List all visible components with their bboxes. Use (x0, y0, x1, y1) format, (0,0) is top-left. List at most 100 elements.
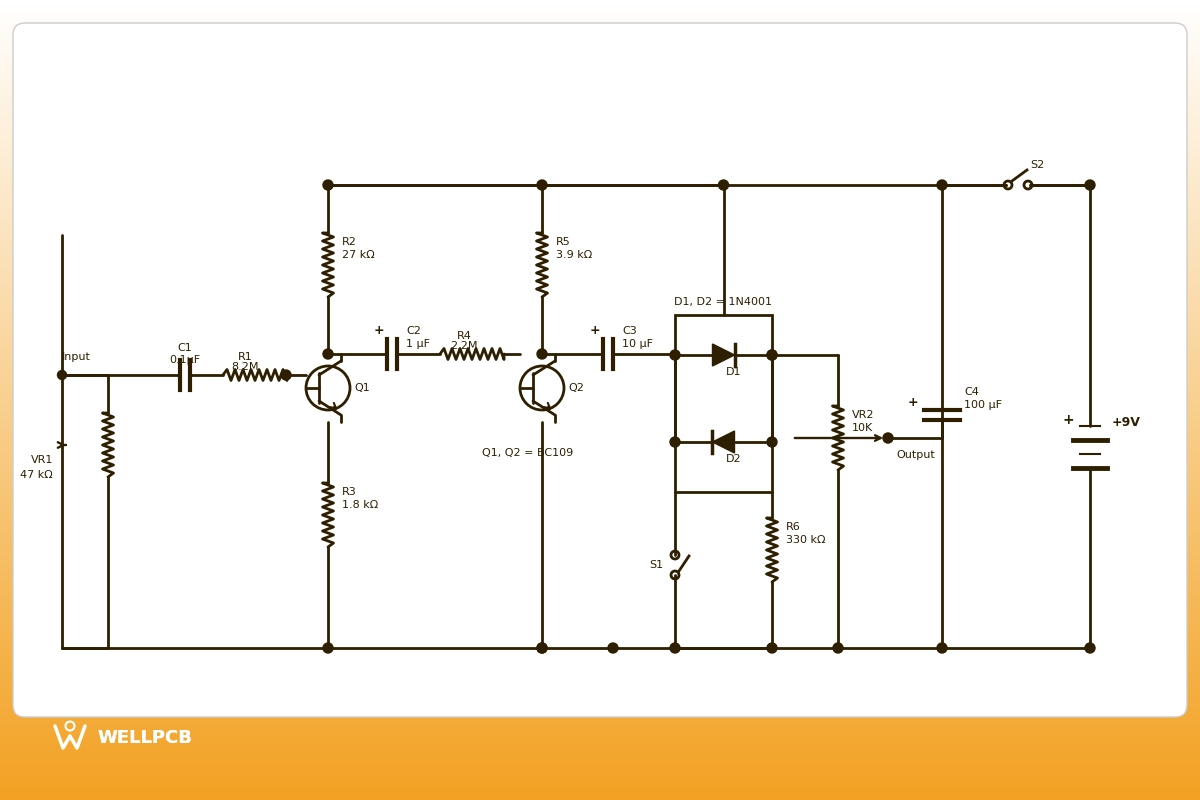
Circle shape (538, 643, 547, 653)
Bar (0, 120, 1200, 122)
Bar (0, 750, 1200, 752)
Bar (0, 222, 1200, 224)
Bar (0, 32, 1200, 34)
Bar (0, 446, 1200, 448)
Bar (0, 648, 1200, 650)
Bar (0, 454, 1200, 456)
Polygon shape (713, 431, 734, 453)
Bar (0, 450, 1200, 454)
Bar (0, 704, 1200, 706)
Bar (0, 746, 1200, 750)
Bar (0, 600, 1200, 602)
Text: WELLPCB: WELLPCB (97, 729, 192, 747)
Bar (0, 498, 1200, 502)
Bar (0, 2, 1200, 6)
Bar (0, 66, 1200, 70)
Bar (0, 24, 1200, 26)
Bar (0, 230, 1200, 232)
Bar (0, 102, 1200, 104)
Bar (0, 562, 1200, 566)
Bar (0, 38, 1200, 40)
Bar (0, 214, 1200, 216)
Text: Q1: Q1 (354, 383, 370, 393)
Bar (0, 48, 1200, 50)
Bar (0, 266, 1200, 270)
Bar (0, 306, 1200, 310)
Bar (0, 536, 1200, 538)
Bar (0, 176, 1200, 178)
Bar (0, 334, 1200, 336)
Bar (0, 50, 1200, 54)
Bar (0, 366, 1200, 368)
Bar (0, 466, 1200, 470)
Text: 0.1µF: 0.1µF (169, 355, 200, 365)
Bar (0, 384, 1200, 386)
Bar (0, 54, 1200, 56)
Bar (0, 210, 1200, 214)
Polygon shape (713, 344, 734, 366)
Bar (0, 720, 1200, 722)
Circle shape (937, 180, 947, 190)
Bar (0, 382, 1200, 384)
Bar (0, 518, 1200, 520)
Text: D1, D2 = 1N4001: D1, D2 = 1N4001 (674, 297, 773, 307)
Bar (0, 686, 1200, 688)
Bar (0, 386, 1200, 390)
Bar (0, 678, 1200, 680)
Bar (0, 370, 1200, 374)
Bar (0, 402, 1200, 406)
Bar (0, 178, 1200, 182)
Bar (0, 638, 1200, 640)
Bar (0, 296, 1200, 298)
Bar (0, 534, 1200, 536)
Bar (0, 126, 1200, 128)
Bar (0, 74, 1200, 78)
Bar (0, 90, 1200, 94)
Text: D1: D1 (726, 367, 742, 377)
Bar (0, 0, 1200, 2)
Bar (0, 112, 1200, 114)
Bar (0, 520, 1200, 522)
Text: R6: R6 (786, 522, 800, 532)
Bar (0, 142, 1200, 144)
Bar (0, 326, 1200, 328)
Bar (0, 682, 1200, 686)
Bar (0, 590, 1200, 592)
Bar (0, 106, 1200, 110)
Bar (0, 98, 1200, 102)
Bar (0, 46, 1200, 48)
Bar (0, 400, 1200, 402)
Bar (0, 512, 1200, 514)
Bar (0, 474, 1200, 478)
Bar (0, 552, 1200, 554)
Bar (0, 714, 1200, 718)
Bar (0, 280, 1200, 282)
Bar (0, 616, 1200, 618)
Bar (0, 256, 1200, 258)
Bar (0, 472, 1200, 474)
Bar (0, 224, 1200, 226)
Bar (0, 282, 1200, 286)
Text: Input: Input (62, 352, 91, 362)
Text: 100 µF: 100 µF (964, 400, 1002, 410)
Bar (0, 598, 1200, 600)
Circle shape (670, 643, 680, 653)
Bar (0, 578, 1200, 582)
Bar (0, 154, 1200, 158)
Bar (0, 82, 1200, 86)
Bar (0, 694, 1200, 696)
Bar (0, 464, 1200, 466)
Bar (0, 272, 1200, 274)
Text: VR2: VR2 (852, 410, 875, 420)
Bar (0, 8, 1200, 10)
Bar (0, 392, 1200, 394)
Circle shape (767, 643, 778, 653)
Text: C4: C4 (964, 387, 979, 397)
Bar (0, 330, 1200, 334)
Bar (0, 688, 1200, 690)
Bar (0, 738, 1200, 742)
Bar (0, 774, 1200, 776)
Text: +: + (373, 324, 384, 337)
Bar (0, 482, 1200, 486)
Bar (0, 254, 1200, 256)
